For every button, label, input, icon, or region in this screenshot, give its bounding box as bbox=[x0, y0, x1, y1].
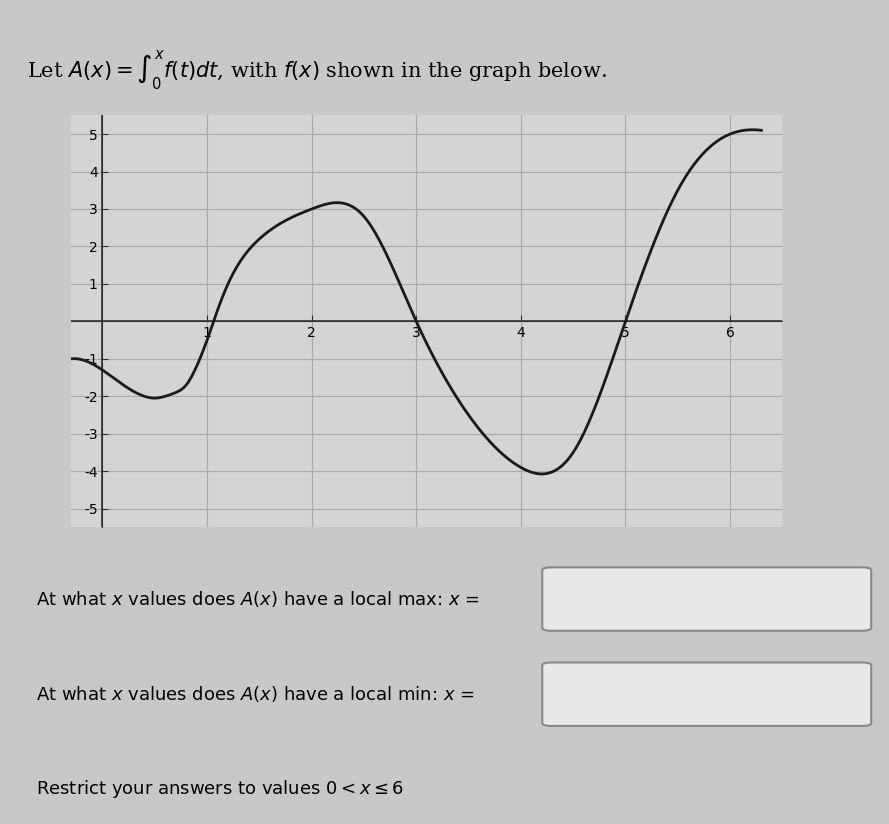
FancyBboxPatch shape bbox=[542, 568, 871, 631]
Text: At what $x$ values does $A(x)$ have a local max: $x$ =: At what $x$ values does $A(x)$ have a lo… bbox=[36, 589, 479, 609]
Text: Let $A(x) = \int_0^x f(t)dt$, with $f(x)$ shown in the graph below.: Let $A(x) = \int_0^x f(t)dt$, with $f(x)… bbox=[27, 49, 606, 91]
Text: Restrict your answers to values $0 < x \leq 6$: Restrict your answers to values $0 < x \… bbox=[36, 779, 404, 800]
FancyBboxPatch shape bbox=[542, 662, 871, 726]
Text: At what $x$ values does $A(x)$ have a local min: $x$ =: At what $x$ values does $A(x)$ have a lo… bbox=[36, 684, 474, 705]
